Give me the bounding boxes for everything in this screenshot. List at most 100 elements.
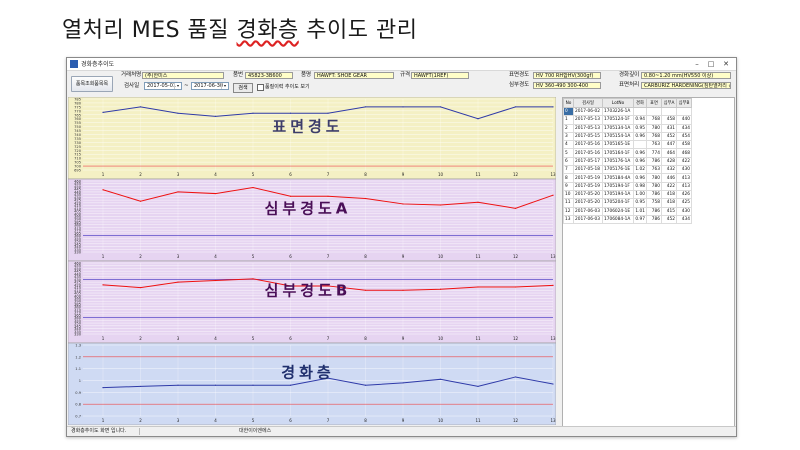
surface-spec-field[interactable]: HV 700 RH합HV(300gf) bbox=[533, 72, 601, 79]
table-cell: 415 bbox=[661, 206, 677, 216]
surface-treatment-field[interactable]: CARBURIZ HARDENING(침탄열처리 경화) bbox=[641, 82, 731, 89]
column-header[interactable]: 표면 bbox=[646, 98, 662, 108]
y-tick-label: 735 bbox=[74, 137, 81, 141]
data-point bbox=[252, 278, 254, 280]
table-row[interactable]: 11 2017-05-20 1705204-1F 0.95 758 418 425 bbox=[563, 198, 692, 208]
case-depth-field[interactable]: 0.80~1.20 mm(HV550 이상) bbox=[641, 72, 731, 79]
x-tick-label: 5 bbox=[252, 172, 255, 177]
close-button[interactable]: ✕ bbox=[723, 60, 729, 68]
x-tick-label: 4 bbox=[214, 254, 217, 259]
data-point bbox=[364, 197, 367, 200]
date-to-dropdown-icon[interactable]: ▾ bbox=[221, 83, 228, 89]
table-row[interactable]: 6 2017-05-17 1705176-1A 0.96 786 428 422 bbox=[563, 156, 692, 167]
table-cell: 0.96 bbox=[633, 148, 647, 158]
table-row[interactable]: 2 2017-05-13 1705134-1A 0.95 780 431 434 bbox=[563, 123, 692, 133]
x-tick-label: 4 bbox=[214, 418, 217, 423]
column-header[interactable]: LotNo bbox=[602, 98, 634, 108]
table-cell: 422 bbox=[676, 156, 692, 167]
y-tick-label: 0.7 bbox=[75, 415, 81, 419]
table-cell bbox=[633, 140, 647, 150]
y-tick-label: 430 bbox=[74, 196, 82, 200]
x-tick-label: 9 bbox=[402, 418, 405, 423]
table-row[interactable]: 8 2017-05-19 1705184-4A 0.96 780 446 413 bbox=[563, 173, 692, 183]
item-lookup-button[interactable]: 품목조회품목목 bbox=[71, 76, 113, 92]
part-number-field[interactable]: 45823-3B600 bbox=[245, 72, 293, 79]
data-point bbox=[177, 281, 179, 283]
table-cell bbox=[633, 106, 647, 117]
table-cell: 786 bbox=[646, 189, 662, 200]
y-tick-label: 400 bbox=[74, 212, 82, 216]
column-header[interactable]: 심부B bbox=[676, 98, 692, 108]
y-tick-label: 700 bbox=[74, 165, 82, 169]
core-spec-field[interactable]: HV 360-490 300-400 bbox=[533, 82, 601, 89]
column-header[interactable]: 경화 bbox=[633, 98, 647, 108]
table-cell: 1705134-1A bbox=[602, 123, 634, 133]
x-tick-label: 10 bbox=[438, 418, 444, 423]
table-cell: 758 bbox=[646, 198, 662, 208]
table-row[interactable]: 5 2017-05-16 1705164-1F 0.96 774 464 468 bbox=[563, 148, 692, 158]
x-tick-label: 1 bbox=[102, 418, 105, 423]
x-tick-label: 13 bbox=[550, 172, 556, 177]
y-tick-label: 330 bbox=[74, 251, 82, 255]
chart-panel-bg bbox=[68, 342, 556, 425]
date-from-picker[interactable]: 2017-05-01 ▾ bbox=[144, 82, 182, 90]
table-row[interactable]: 1 2017-05-13 1705124-1F 0.94 768 458 440 bbox=[563, 115, 692, 125]
data-point bbox=[439, 378, 442, 380]
window-title: 경화층추이도 bbox=[81, 61, 115, 68]
y-tick-label: 440 bbox=[74, 272, 82, 276]
y-tick-label: 375 bbox=[74, 226, 81, 230]
x-tick-label: 1 bbox=[102, 254, 105, 259]
date-from-dropdown-icon[interactable]: ▾ bbox=[174, 83, 181, 89]
y-tick-label: 380 bbox=[74, 305, 82, 309]
y-tick-label: 385 bbox=[74, 220, 81, 224]
table-cell: 5 bbox=[563, 148, 574, 158]
data-point bbox=[402, 289, 404, 291]
maximize-button[interactable]: □ bbox=[707, 60, 715, 68]
surface-treatment-label: 표면처리 bbox=[619, 82, 640, 88]
table-cell: 3 bbox=[563, 131, 574, 142]
data-point bbox=[177, 191, 179, 193]
table-cell bbox=[661, 106, 677, 117]
table-row[interactable]: 4 2017-05-16 1705165-1E 763 447 458 bbox=[563, 140, 692, 150]
date-from-value: 2017-05-01 bbox=[147, 83, 177, 89]
table-row[interactable]: 12 2017-06-03 1706024-1E 1.01 786 415 430 bbox=[563, 206, 692, 216]
table-cell: 1705154-1A bbox=[602, 131, 634, 142]
table-cell: 432 bbox=[661, 165, 677, 175]
inspection-table[interactable]: No 검사일 LotNo 경화 표면 심부A 심부B 0 2017-06-02 1703226-… bbox=[562, 97, 735, 427]
data-point bbox=[214, 384, 217, 386]
table-cell: 413 bbox=[676, 181, 692, 191]
spec-field[interactable]: HAWFT(1REF) bbox=[411, 72, 469, 79]
search-button[interactable]: 검색 bbox=[233, 83, 253, 93]
y-tick-label: 365 bbox=[74, 313, 81, 317]
table-row[interactable]: 7 2017-05-18 1705176-1E 1.02 763 432 430 bbox=[563, 165, 692, 175]
table-row[interactable]: 0 2017-06-02 1703226-1A bbox=[563, 106, 692, 117]
table-cell: 430 bbox=[676, 165, 692, 175]
table-row[interactable]: 10 2017-05-20 1705194-1A 1.00 786 418 426 bbox=[563, 189, 692, 200]
column-header[interactable]: No bbox=[563, 98, 574, 108]
part-name-field[interactable]: HAWFT: SHOE GEAR bbox=[314, 72, 394, 79]
table-body: 0 2017-06-02 1703226-1A 1 2017-05-13 1705124-… bbox=[563, 106, 692, 225]
date-to-picker[interactable]: 2017-06-30 ▾ bbox=[191, 82, 229, 90]
column-header[interactable]: 검사일 bbox=[573, 98, 603, 108]
table-row[interactable]: 13 2017-06-03 1706084-1A 0.97 786 452 434 bbox=[563, 214, 692, 225]
table-row[interactable]: 3 2017-05-15 1705154-1A 0.96 768 452 454 bbox=[563, 131, 692, 142]
y-tick-label: 445 bbox=[74, 270, 81, 274]
y-tick-label: 345 bbox=[74, 324, 81, 328]
column-header[interactable]: 심부A bbox=[661, 98, 677, 108]
x-tick-label: 2 bbox=[139, 336, 142, 341]
table-row[interactable]: 9 2017-05-19 1705194-1F 0.98 780 422 413 bbox=[563, 181, 692, 191]
customer-field[interactable]: (주)한미스 bbox=[142, 72, 224, 79]
table-cell: 786 bbox=[646, 156, 662, 167]
data-point bbox=[364, 289, 367, 291]
table-cell bbox=[646, 106, 662, 117]
minimize-button[interactable]: – bbox=[695, 60, 699, 68]
y-tick-label: 410 bbox=[74, 289, 82, 293]
data-point bbox=[252, 384, 254, 386]
history-trend-checkbox[interactable] bbox=[257, 84, 264, 91]
table-cell: 10 bbox=[563, 189, 574, 200]
data-point bbox=[214, 279, 217, 282]
part-number-label: 품번 bbox=[233, 72, 244, 78]
y-tick-label: 410 bbox=[74, 207, 82, 211]
data-point bbox=[477, 385, 479, 388]
y-tick-label: 710 bbox=[74, 157, 82, 161]
